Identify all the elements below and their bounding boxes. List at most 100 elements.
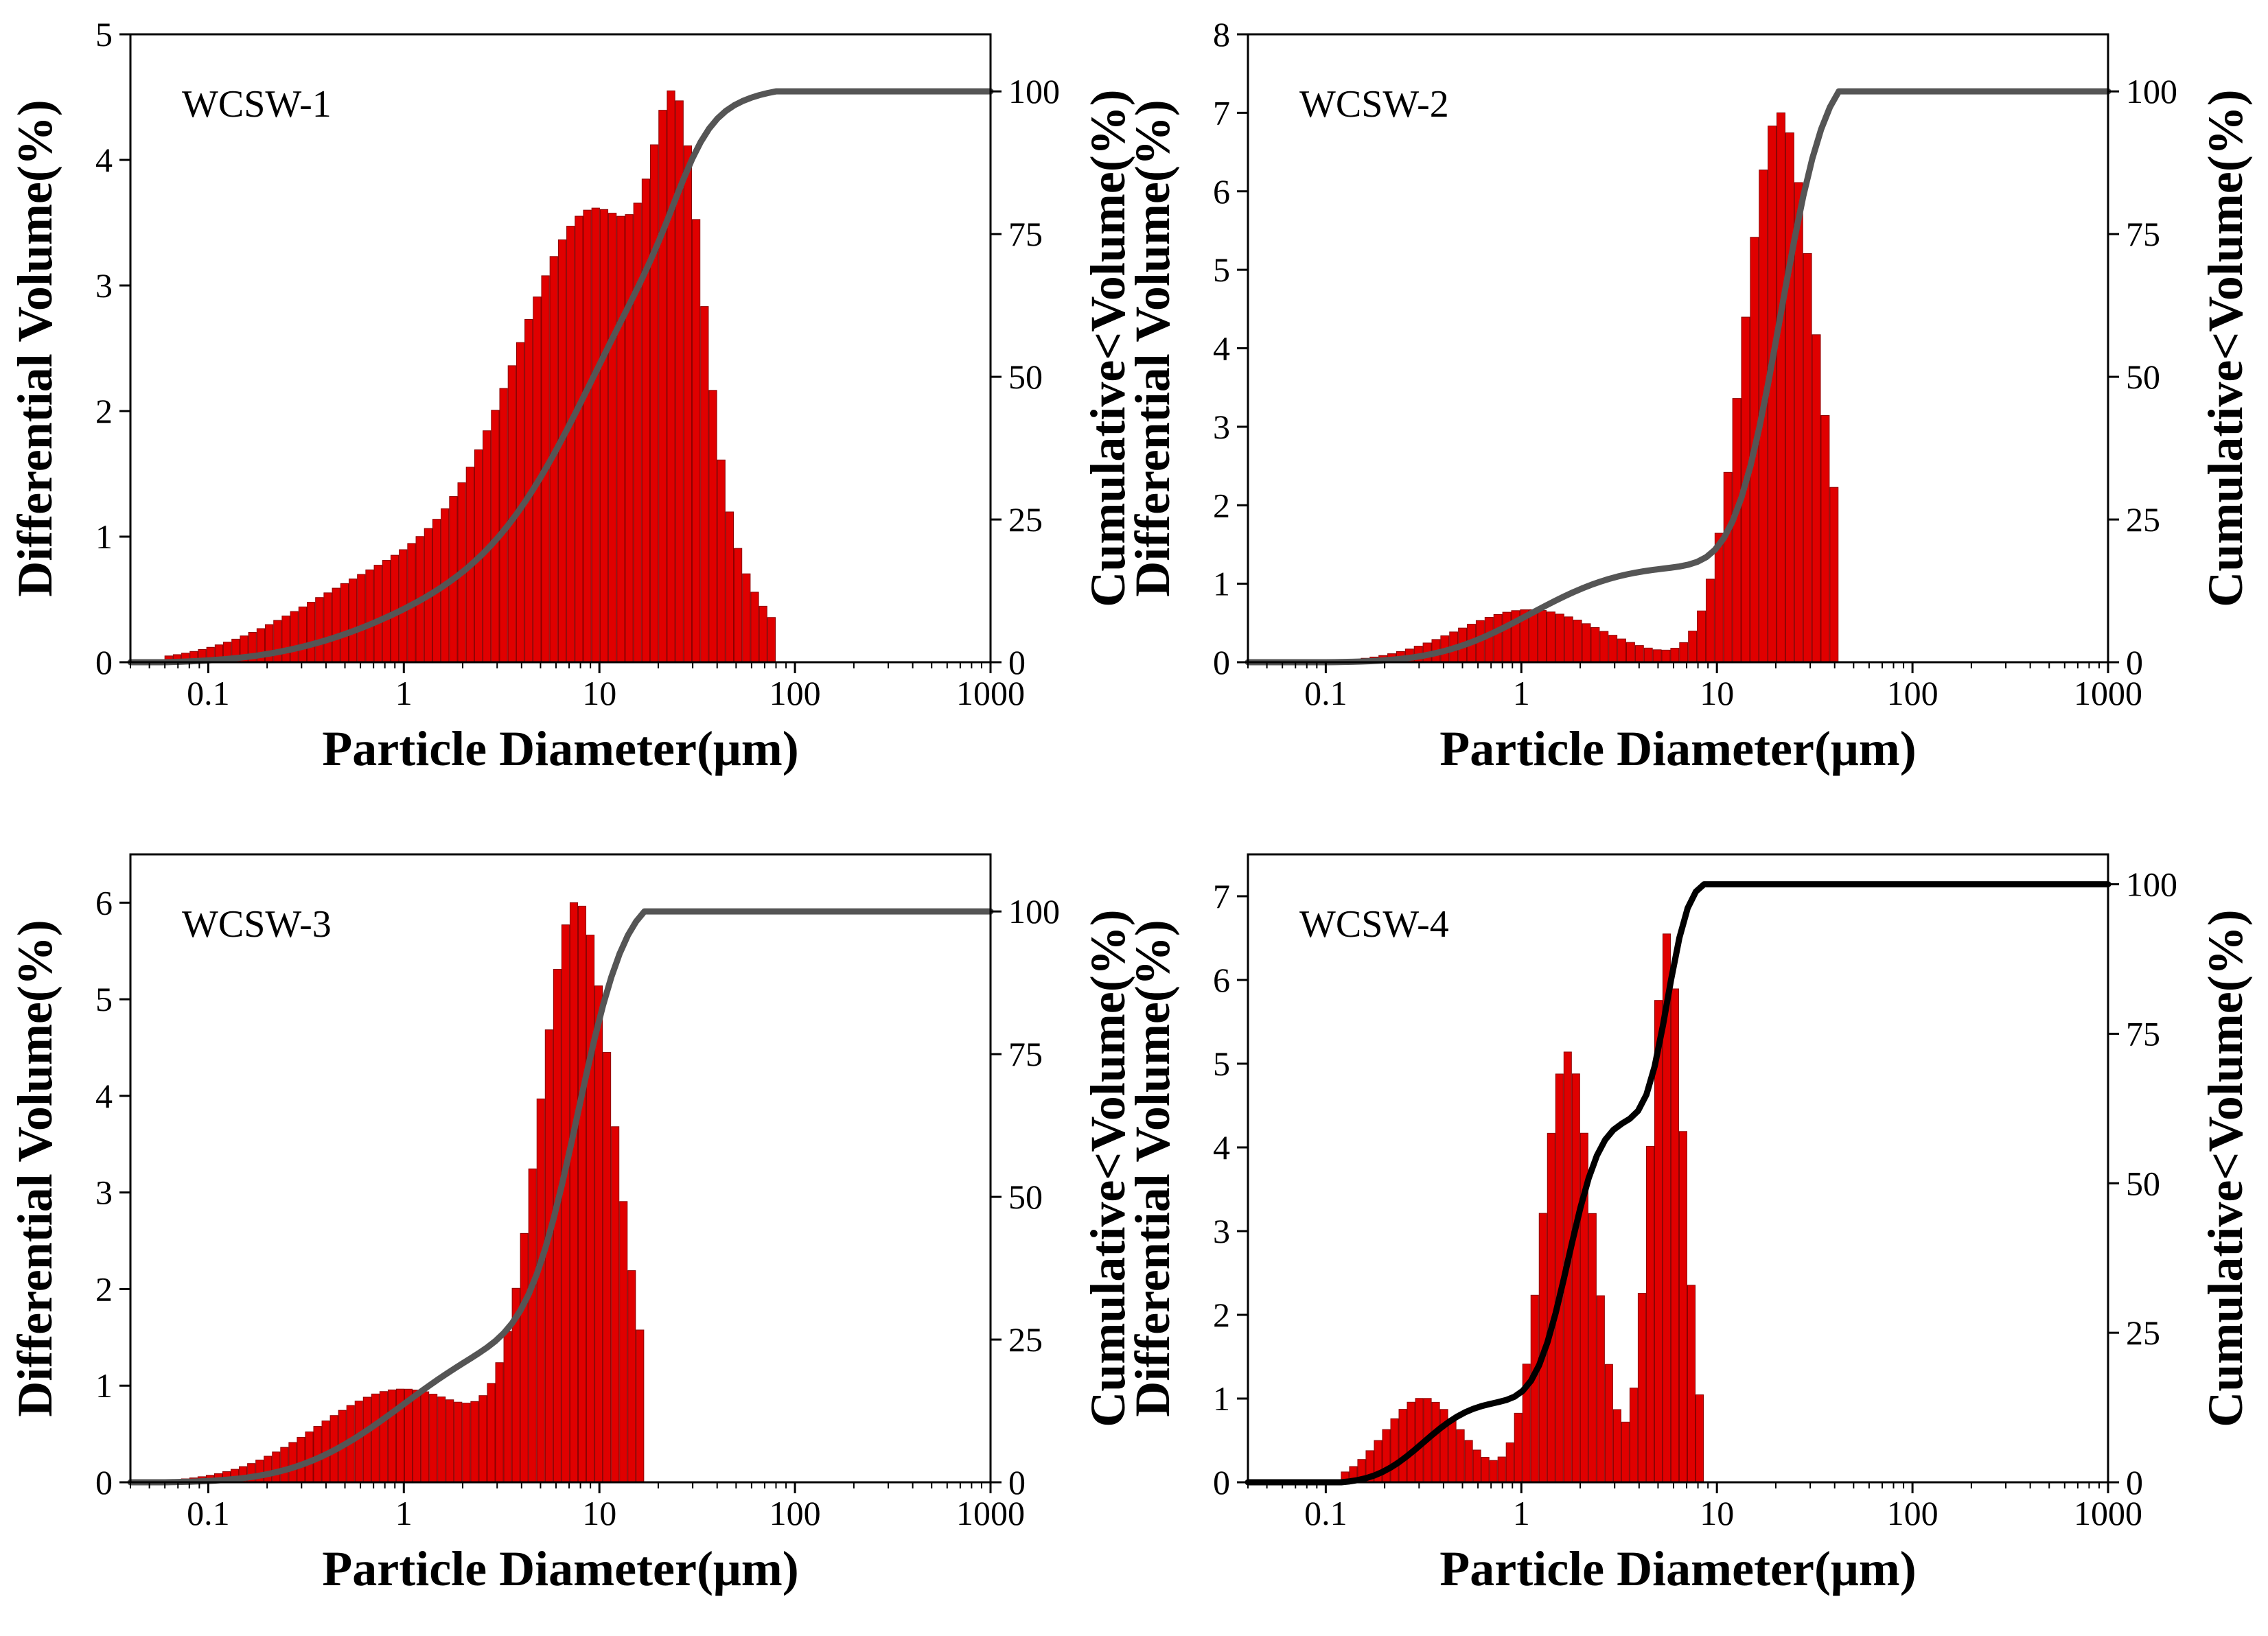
y2-tick-label: 50 [2126,1164,2160,1202]
y2-tick-label: 100 [2126,72,2177,110]
bar [382,560,391,663]
bar [1617,638,1627,663]
y-tick-label: 1 [95,517,113,556]
bar [1652,649,1662,663]
x-tick-label: 100 [769,1494,821,1532]
bar [273,620,282,663]
bar [536,1098,545,1483]
bar [566,226,575,663]
bar [1564,616,1573,663]
y-axis-left: 0 1 2 3 4 5 6 7 [1213,877,1248,1501]
bar [272,1451,281,1483]
bar [1538,610,1547,663]
bar [641,178,651,663]
y-tick-label: 8 [1213,15,1230,54]
bar [1820,414,1830,663]
bar [1390,1418,1399,1483]
bar [1555,614,1564,663]
bar [577,905,587,1483]
bar [1670,648,1680,663]
bar [1489,1460,1498,1483]
bar [495,1362,504,1483]
bar [557,239,567,663]
bar [1502,611,1512,663]
y-tick-label: 3 [1213,1212,1230,1250]
x-axis: 0.1 1 10 100 1000 [130,1482,1025,1532]
y-tick-label: 7 [1213,877,1230,915]
bar [454,1401,463,1483]
x-tick-label: 100 [1887,1494,1939,1532]
y-axis-left: 0 1 2 3 4 5 [95,15,130,681]
x-axis: 0.1 1 10 100 1000 [1247,1482,2142,1532]
bar [1398,1409,1407,1483]
bar [1678,1131,1687,1483]
bar [1547,611,1555,663]
panel-wcsw-2: 0.1 1 10 100 10000123456780255075100Particle… [1125,15,2253,776]
bar [625,214,634,663]
bar [1529,609,1538,663]
y-axis-right: 0 25 50 75 100 [2108,72,2177,681]
y-tick-label: 1 [1213,565,1230,603]
y-axis-right: 0 25 50 75 100 [991,892,1060,1501]
bar [1785,132,1794,663]
bar [371,1393,380,1483]
bar [348,579,358,663]
bar [445,1399,454,1483]
y-tick-label: 6 [95,883,113,922]
bar [1596,1295,1605,1483]
bar [734,548,743,663]
bar [636,1329,645,1483]
bar [288,1442,297,1483]
bar [1472,1449,1481,1483]
bar [478,1395,487,1483]
bar [1645,1145,1654,1483]
y2-tick-label: 100 [2126,865,2177,904]
bar [1464,1440,1473,1483]
plot-frame [129,853,992,1484]
cumulative-curve [127,88,994,666]
bar [708,390,717,663]
bar [387,1389,396,1483]
y-axis-title-right: Cumulative<Volume(%) [2198,89,2253,607]
bar [1514,1412,1523,1483]
bar [658,110,667,663]
x-tick-label: 1000 [2074,674,2142,712]
bar [1732,398,1741,663]
bar [1590,627,1600,663]
x-tick-label: 0.1 [187,1494,230,1532]
y2-tick-label: 0 [1008,1463,1026,1501]
x-tick-label: 1000 [956,1494,1025,1532]
bar [413,1390,421,1483]
x-axis: 0.1 1 10 100 1000 [1247,662,2142,712]
bar [627,1270,636,1483]
y2-tick-label: 75 [1008,215,1043,253]
bar [608,213,617,663]
bar [575,215,583,663]
bar [759,605,767,663]
bar [1573,620,1582,663]
y-axis-right: 0 25 50 75 100 [2108,865,2177,1501]
bar [700,306,709,663]
bar [390,554,400,663]
x-tick-label: 0.1 [1304,1494,1347,1532]
x-tick-label: 1 [395,1494,413,1532]
y-axis-title-left: Differential Volume(%) [1125,920,1180,1417]
y-tick-label: 3 [95,1173,113,1212]
bar [1637,1293,1646,1483]
x-tick-label: 10 [582,1494,616,1532]
y2-tick-label: 75 [2126,1014,2160,1053]
bar [362,1397,371,1483]
bar [1723,471,1733,663]
panel-label: WCSW-2 [1299,83,1449,126]
x-tick-label: 1 [1513,674,1530,712]
x-tick-label: 0.1 [187,674,230,712]
bar [594,985,603,1483]
y-axis-title-right: Cumulative<Volume(%) [1080,909,1135,1427]
bar [650,144,659,663]
x-tick-label: 10 [1700,1494,1734,1532]
bar [1608,635,1618,663]
bar [1812,334,1821,663]
y2-tick-label: 50 [1008,358,1043,396]
y-tick-label: 2 [1213,486,1230,524]
bar [462,1403,471,1483]
